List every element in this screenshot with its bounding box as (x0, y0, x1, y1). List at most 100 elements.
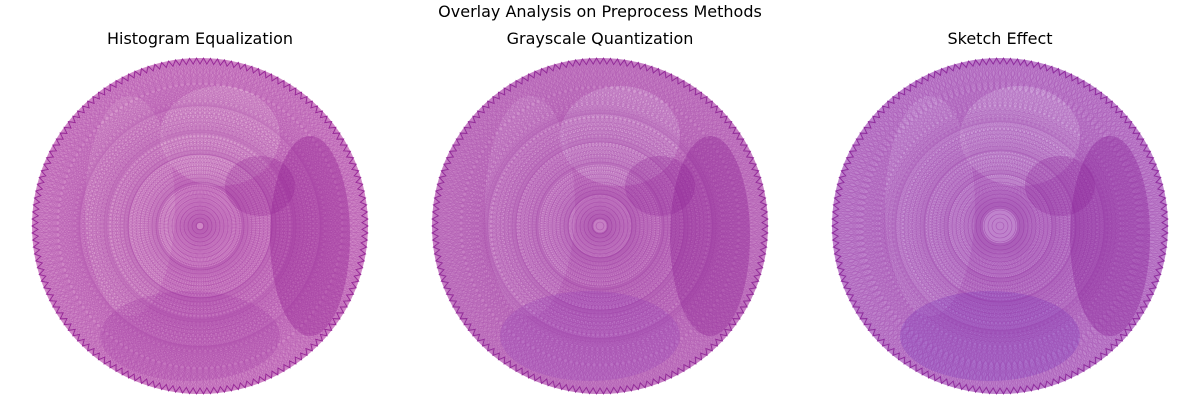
moire-ring (551, 177, 649, 275)
moire-ring (987, 213, 1013, 239)
shade-blob (900, 291, 1080, 381)
moire-ring (503, 129, 697, 323)
moire-ring (563, 189, 637, 263)
moire-ring (595, 221, 605, 231)
panel-title: Grayscale Quantization (506, 29, 694, 48)
figure-title: Overlay Analysis on Preprocess Methods (438, 2, 762, 21)
moire-ring (507, 133, 693, 319)
shade-blob (500, 291, 680, 381)
moire-ring (183, 209, 217, 243)
moire-ring (123, 149, 277, 303)
moire-ring (147, 173, 253, 279)
moire-ring (95, 121, 305, 331)
moire-ring (559, 185, 641, 267)
moire-ring (891, 117, 1109, 335)
moire-ring (947, 173, 1053, 279)
moire-ring (579, 205, 621, 247)
panel-title: Histogram Equalization (106, 29, 294, 48)
moire-ring (935, 161, 1065, 291)
moire-ring (155, 181, 245, 271)
moire-ring (159, 185, 241, 267)
shade-blob (1025, 156, 1095, 216)
shade-blob (885, 96, 975, 316)
moire-ring (103, 129, 297, 323)
pin-edge (831, 57, 1169, 395)
moire-ring (903, 129, 1097, 323)
moire-ring (187, 213, 213, 239)
moire-ring (899, 125, 1101, 327)
moire-ring (927, 153, 1073, 299)
moire-ring (535, 161, 665, 291)
string-lines (31, 57, 369, 395)
disc-base (32, 58, 368, 394)
moire-ring (911, 137, 1089, 315)
pin-edge (31, 57, 369, 395)
moire-ring (107, 133, 293, 319)
panel-sketch-effect: Sketch Effect (800, 28, 1200, 400)
panel-grayscale-quantization: Grayscale Quantization (400, 28, 800, 400)
moire-ring (139, 165, 261, 287)
moire-ring (495, 121, 705, 331)
shade-blob (85, 96, 175, 316)
shade-blob (960, 86, 1080, 186)
moire-ring (955, 181, 1045, 271)
moire-ring (591, 217, 609, 235)
moire-ring (915, 141, 1085, 311)
moire-ring (171, 197, 229, 255)
moire-ring (515, 141, 685, 311)
moire-ring (539, 165, 661, 287)
moire-ring (543, 169, 657, 283)
moire-ring (939, 165, 1061, 287)
moire-ring (179, 205, 221, 247)
moire-ring (963, 189, 1037, 263)
string-art-image (31, 57, 369, 395)
moire-ring (135, 161, 265, 291)
moire-ring (519, 145, 681, 307)
pin-edge (431, 57, 769, 395)
moire-ring (983, 209, 1017, 243)
moire-ring (191, 217, 209, 235)
string-lines (831, 57, 1169, 395)
moire-ring (979, 205, 1021, 247)
moire-ring (99, 125, 301, 327)
moire-ring (87, 113, 313, 339)
moire-ring (587, 213, 613, 239)
moire-ring (547, 173, 653, 279)
shade-blob (160, 86, 280, 186)
moire-ring (499, 125, 701, 327)
moire-ring (527, 153, 673, 299)
string-lines (431, 57, 769, 395)
moire-ring (583, 209, 617, 243)
moire-ring (907, 133, 1093, 319)
moire-ring (923, 149, 1077, 303)
moire-ring (127, 153, 273, 299)
moire-ring (195, 221, 205, 231)
moire-ring (163, 189, 237, 263)
moire-ring (491, 117, 709, 335)
moire-ring (895, 121, 1105, 331)
moire-ring (175, 201, 225, 251)
panel-histogram-equalization: Histogram Equalization (0, 28, 400, 400)
moire-ring (531, 157, 669, 295)
moire-ring (151, 177, 249, 275)
moire-ring (487, 113, 713, 339)
disc-base (832, 58, 1168, 394)
moire-ring (991, 217, 1009, 235)
moire-ring (887, 113, 1113, 339)
string-art-image (831, 57, 1169, 395)
moire-ring (951, 177, 1049, 275)
moire-ring (567, 193, 633, 259)
moire-ring (943, 169, 1057, 283)
moire-ring (995, 221, 1005, 231)
moire-ring (967, 193, 1033, 259)
moire-ring (575, 201, 625, 251)
moire-ring (143, 169, 257, 283)
shade-blob (560, 86, 680, 186)
shade-blob (270, 136, 350, 336)
moire-ring (511, 137, 689, 315)
moire-ring (523, 149, 677, 303)
disc-base (432, 58, 768, 394)
shade-blob (625, 156, 695, 216)
moire-ring (959, 185, 1041, 267)
panel-title: Sketch Effect (947, 29, 1053, 48)
